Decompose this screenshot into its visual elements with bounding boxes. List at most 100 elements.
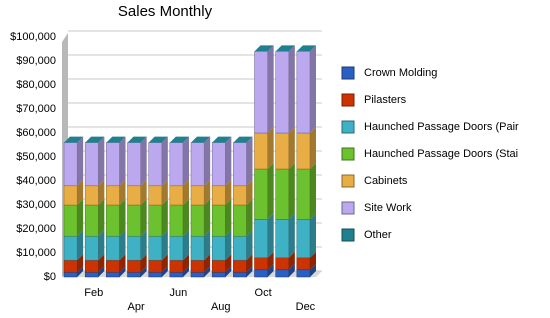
bar-segment (127, 271, 141, 278)
bar-side (98, 199, 105, 237)
bar-side (310, 213, 316, 258)
bar-side (140, 199, 147, 237)
bar-segment (296, 257, 311, 271)
bar-top (275, 45, 295, 52)
bar-side (140, 230, 147, 261)
bar-side (288, 127, 295, 169)
bar-side (77, 199, 84, 237)
bar-side (288, 213, 295, 258)
bar-side (183, 266, 189, 277)
legend-swatch (341, 228, 355, 242)
x-tick-label: Feb (84, 287, 103, 299)
bar-side (77, 136, 84, 186)
bar-segment (148, 271, 163, 278)
bar-segment (254, 132, 268, 170)
bar-side (204, 254, 211, 273)
legend-swatch (341, 66, 355, 80)
bar-segment (63, 185, 78, 206)
bar-side (161, 254, 168, 273)
bar-side (119, 136, 126, 186)
bar-side (225, 230, 232, 261)
bar-side (246, 266, 253, 277)
bar-segment (106, 204, 120, 237)
bar-side (161, 230, 168, 261)
bar-segment (106, 235, 120, 261)
bar-segment (169, 235, 184, 261)
legend-swatch (341, 201, 355, 215)
bar-segment (275, 132, 290, 170)
bar-segment (169, 185, 184, 206)
bar-top (191, 136, 211, 143)
bar-side (77, 230, 84, 261)
bar-side (98, 266, 105, 277)
bar-side (98, 254, 105, 273)
legend-swatch (341, 174, 355, 188)
bar-segment (275, 51, 290, 134)
bar-top (212, 136, 232, 143)
bar-side (225, 266, 232, 277)
bar-segment (106, 185, 120, 206)
y-tick-label: $30,000 (16, 199, 56, 211)
bar-segment (211, 185, 226, 206)
bar-side (183, 254, 189, 273)
bar-side (288, 251, 295, 270)
bar-segment (63, 271, 78, 278)
bar-segment (63, 204, 78, 237)
bar-side (310, 263, 316, 277)
bar-side (310, 163, 316, 220)
bar-segment (190, 185, 205, 206)
bar-segment (169, 204, 184, 237)
bar-segment (254, 168, 268, 220)
bar-side (98, 179, 105, 205)
bar-side (140, 266, 147, 277)
bar-segment (127, 204, 141, 237)
bar-segment (190, 259, 205, 273)
bar-segment (106, 259, 120, 273)
bar-side (267, 127, 274, 169)
y-tick-label: $50,000 (16, 151, 56, 163)
bar-segment (233, 185, 247, 206)
legend-label: Crown Molding (364, 67, 437, 79)
bar-top (233, 136, 253, 143)
bar-side (119, 179, 126, 205)
bar-segment (84, 235, 99, 261)
bar-segment (84, 259, 99, 273)
bar-top (169, 136, 189, 143)
y-tick-label: $20,000 (16, 223, 56, 235)
bar-segment (148, 259, 163, 273)
bar-segment (148, 185, 163, 206)
bar-top (106, 136, 126, 143)
bar-segment (211, 271, 226, 278)
bar-segment (63, 235, 78, 261)
bar-segment (127, 259, 141, 273)
bar-segment (211, 235, 226, 261)
bar-top (127, 136, 147, 143)
legend-label: Site Work (364, 202, 412, 214)
bar-side (267, 163, 274, 220)
bar-segment (169, 271, 184, 278)
legend-swatch (341, 147, 355, 161)
bar-segment (296, 219, 311, 259)
bar-segment (84, 271, 99, 278)
bar-side (77, 179, 84, 205)
bar-segment (275, 257, 290, 271)
legend-label: Other (364, 229, 392, 241)
bar-side (204, 136, 211, 186)
bar-side (204, 179, 211, 205)
bar-side (310, 251, 316, 270)
bar-side (119, 199, 126, 237)
bar-side (246, 136, 253, 186)
y-tick-label: $100,000 (10, 31, 56, 43)
bar-segment (169, 259, 184, 273)
bar-side (140, 179, 147, 205)
bar-segment (84, 185, 99, 206)
bar-side (310, 45, 316, 133)
bar-segment (254, 257, 268, 271)
bar-segment (296, 132, 311, 170)
bar-side (225, 136, 232, 186)
bar-segment (254, 219, 268, 259)
bar-segment (233, 271, 247, 278)
y-tick-label: $70,000 (16, 103, 56, 115)
legend-label: Haunched Passage Doors (Pair (364, 121, 519, 133)
